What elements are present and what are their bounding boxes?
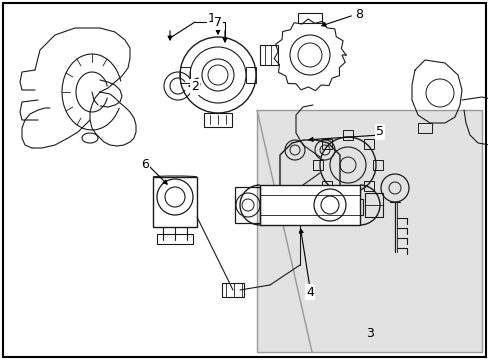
Bar xyxy=(222,283,244,297)
Bar xyxy=(321,181,331,191)
Text: 1: 1 xyxy=(207,12,216,24)
Bar xyxy=(342,130,352,140)
Bar xyxy=(312,160,323,170)
Text: 2: 2 xyxy=(191,81,199,94)
Bar xyxy=(260,45,278,65)
Bar xyxy=(332,199,362,215)
Text: 4: 4 xyxy=(305,285,313,298)
Text: 7: 7 xyxy=(214,15,222,28)
Text: 5: 5 xyxy=(375,126,383,139)
Bar xyxy=(157,234,193,244)
Bar xyxy=(257,110,481,352)
Text: 6: 6 xyxy=(141,158,149,171)
Bar xyxy=(153,177,197,227)
Bar xyxy=(245,67,256,83)
Bar xyxy=(372,160,382,170)
Bar xyxy=(260,185,359,225)
Bar xyxy=(364,181,373,191)
Bar xyxy=(180,67,190,83)
Text: 8: 8 xyxy=(354,9,362,22)
Bar xyxy=(203,113,231,127)
Bar xyxy=(417,123,431,133)
Bar xyxy=(321,139,331,149)
Bar xyxy=(342,190,352,200)
Bar xyxy=(297,13,321,23)
Bar xyxy=(364,139,373,149)
Text: 3: 3 xyxy=(366,327,373,340)
Bar xyxy=(364,193,382,217)
Bar xyxy=(235,187,260,223)
